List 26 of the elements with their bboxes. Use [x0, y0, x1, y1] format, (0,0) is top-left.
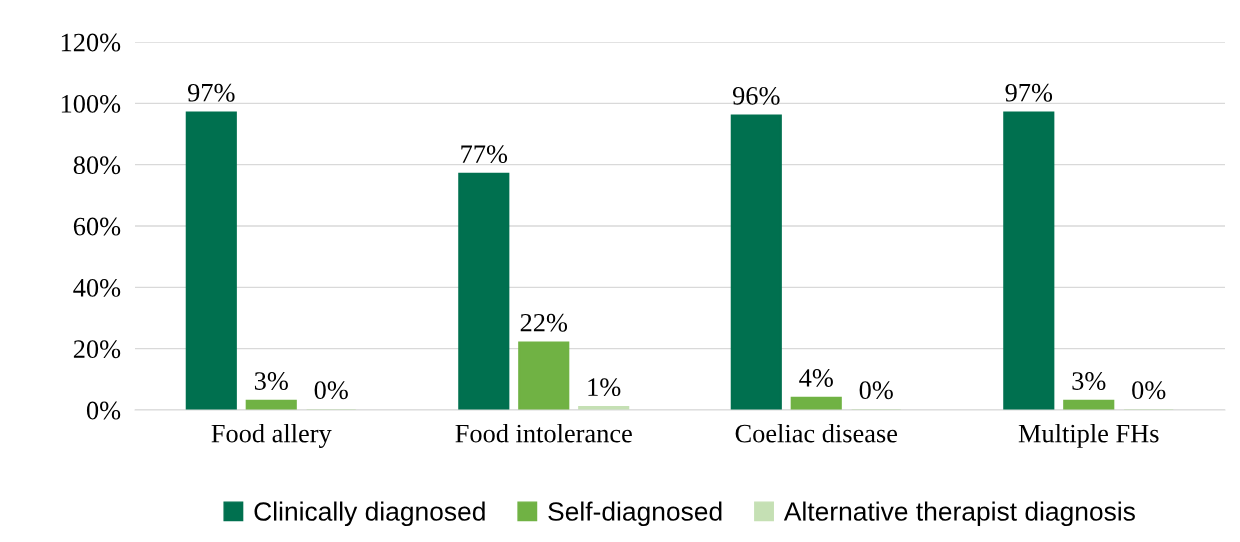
y-tick-label: 60% — [73, 217, 121, 236]
data-label: 4% — [799, 369, 833, 387]
y-tick-label: 0% — [86, 401, 121, 420]
y-tick-label: 40% — [73, 278, 121, 297]
legend-label: Self-diagnosed — [548, 501, 722, 527]
data-label: 1% — [588, 378, 621, 397]
data-label: 97% — [187, 83, 235, 102]
x-tick-label: Multiple FHs — [1018, 423, 1159, 448]
data-label: 96% — [732, 86, 780, 105]
data-label: 0% — [859, 381, 893, 400]
y-tick-label: 80% — [73, 156, 121, 175]
data-label: 97% — [1005, 83, 1053, 102]
data-label: 77% — [461, 145, 508, 164]
y-tick-label: 120% — [61, 33, 121, 52]
data-label: 0% — [314, 381, 348, 400]
data-label: 3% — [1072, 372, 1106, 390]
x-tick-label: Coeliac disease — [735, 423, 898, 443]
data-label: 3% — [254, 372, 288, 390]
legend-label: Clinically diagnosed — [254, 501, 485, 527]
x-tick-label: Food allery — [211, 423, 332, 448]
x-tick-label: Food intolerance — [455, 423, 632, 443]
data-label: 22% — [520, 313, 568, 332]
legend-label: Alternative therapist diagnosis — [783, 501, 1135, 527]
y-tick-label: 20% — [73, 340, 121, 359]
y-tick-label: 100% — [61, 94, 121, 113]
data-label: 0% — [1132, 381, 1166, 400]
